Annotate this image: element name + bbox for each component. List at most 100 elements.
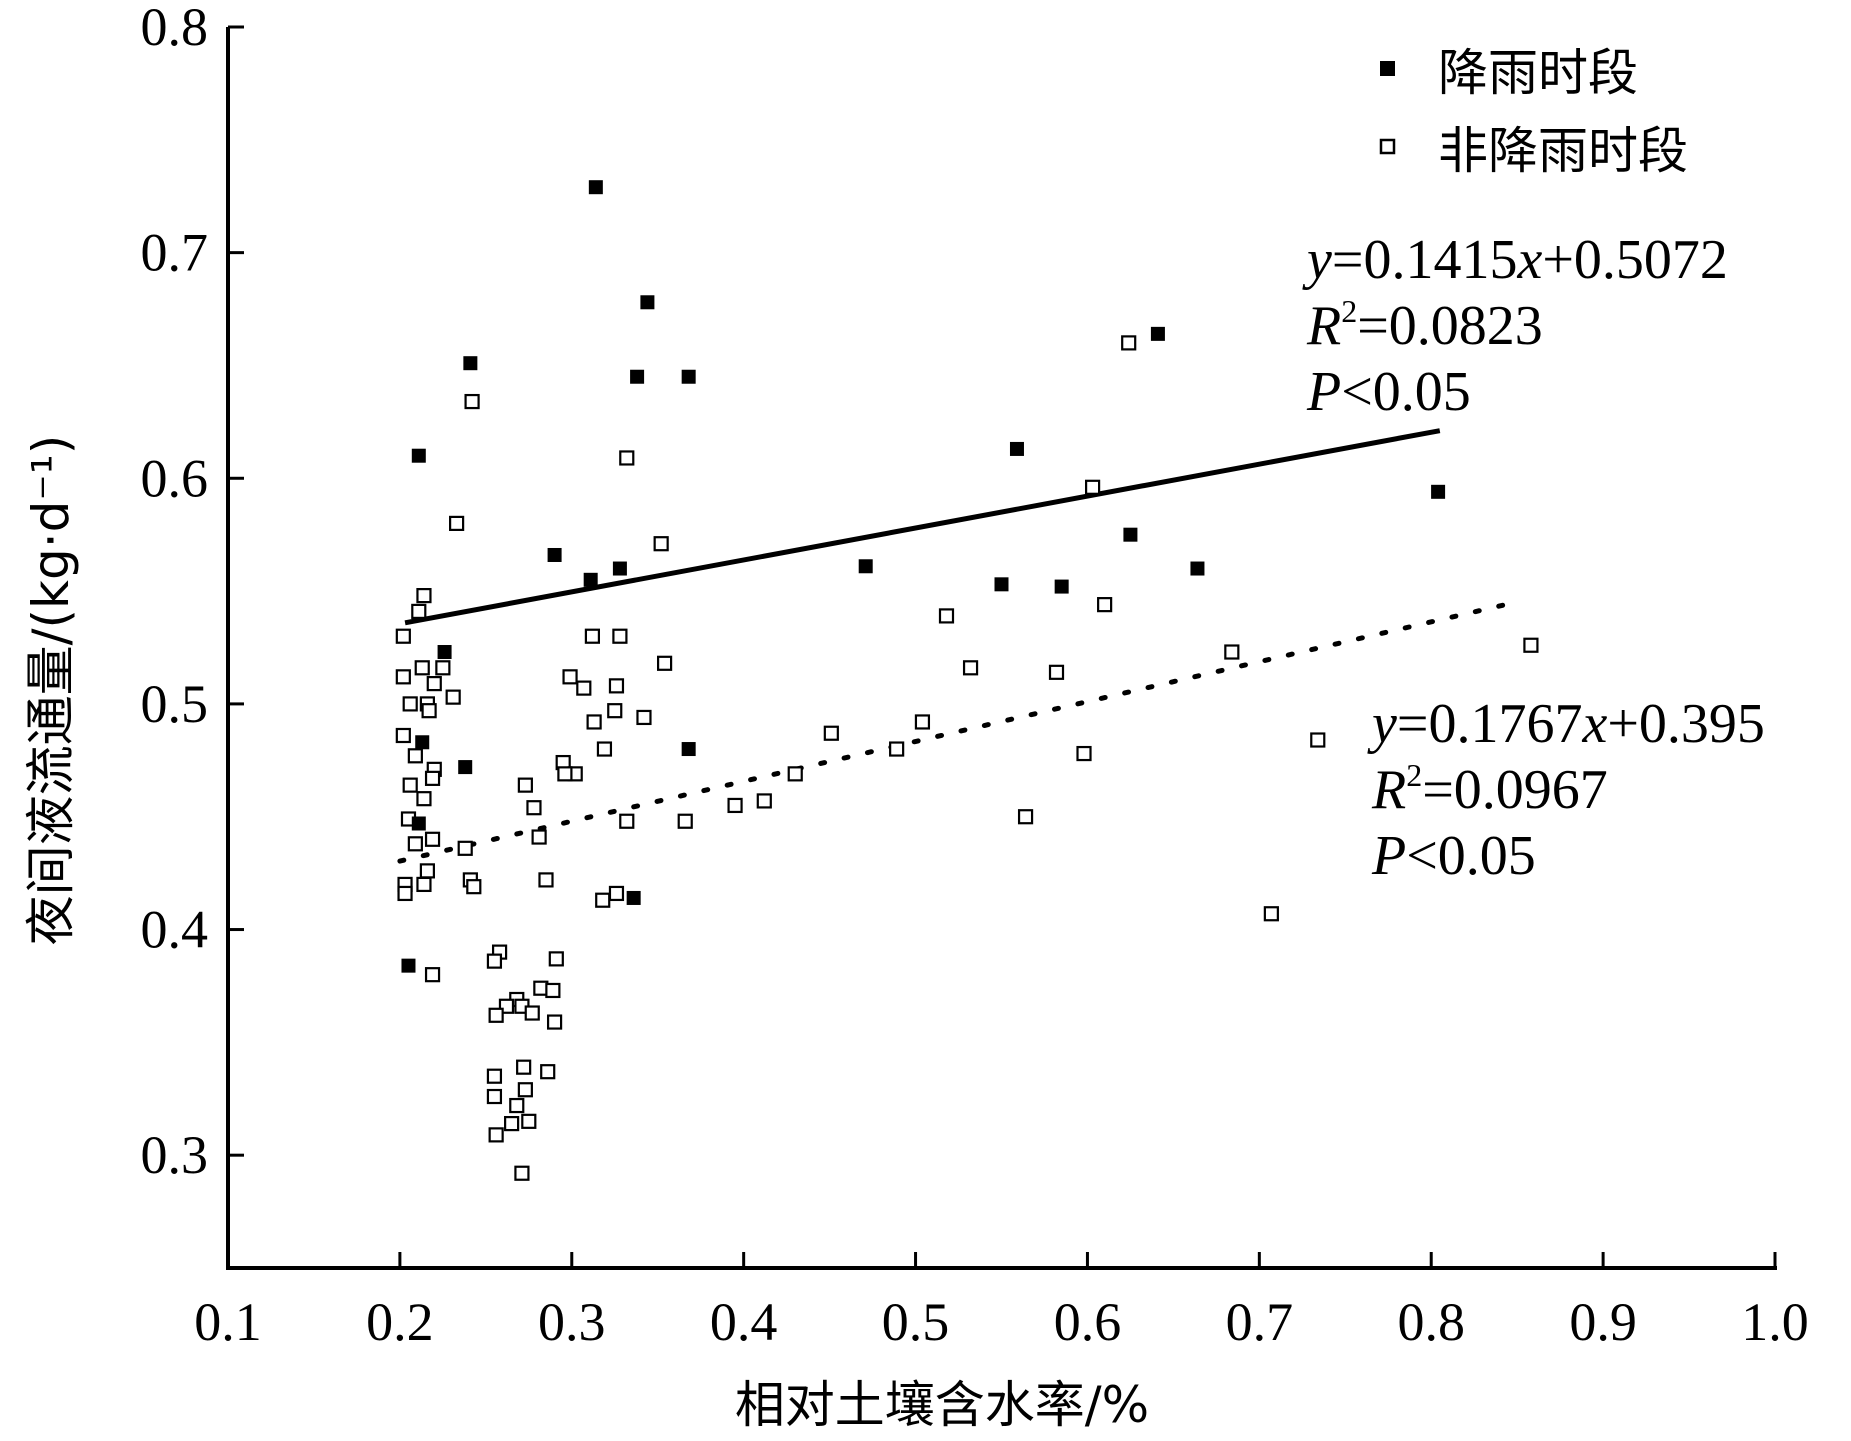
fit-annotation-rain: y=0.1415x+0.5072 R2=0.0823 P<0.05	[1302, 229, 1728, 423]
point-no-rain	[531, 829, 547, 845]
point-no-rain	[416, 876, 432, 893]
point-no-rain	[424, 770, 441, 786]
point-no-rain	[823, 725, 839, 741]
point-rain	[626, 890, 641, 905]
x-tick-label: 0.3	[538, 1292, 606, 1352]
point-no-rain	[509, 1097, 525, 1114]
point-no-rain	[596, 741, 613, 757]
x-tick-label: 1.0	[1741, 1292, 1809, 1352]
point-no-rain	[619, 813, 635, 829]
point-no-rain	[557, 766, 573, 782]
point-no-rain	[538, 872, 554, 888]
point-no-rain	[608, 678, 625, 694]
y-tick-label: 0.5	[141, 674, 209, 734]
point-no-rain	[1048, 664, 1065, 680]
point-no-rain	[546, 1014, 563, 1030]
fit-r2-rain: R2=0.0823	[1306, 293, 1543, 357]
point-no-rain	[411, 603, 427, 619]
point-rain	[1190, 561, 1205, 576]
point-no-rain	[608, 885, 625, 902]
fit-p-no-rain: P<0.05	[1371, 825, 1536, 887]
point-no-rain	[545, 982, 561, 999]
y-tick-label: 0.3	[141, 1125, 209, 1185]
point-no-rain	[407, 748, 423, 764]
point-no-rain	[1076, 745, 1092, 762]
point-no-rain	[488, 1007, 504, 1023]
y-axis-title: 夜间液流通量/(kg·d⁻¹)	[22, 435, 80, 946]
point-no-rain	[486, 953, 503, 969]
points-group	[395, 180, 1539, 1181]
point-no-rain	[1097, 597, 1113, 613]
point-no-rain	[540, 1064, 556, 1080]
point-no-rain	[548, 951, 564, 967]
point-rain	[640, 295, 655, 310]
x-tick-label: 0.2	[366, 1292, 434, 1352]
point-rain	[411, 448, 426, 463]
point-no-rain	[1523, 637, 1539, 653]
point-no-rain	[419, 863, 435, 879]
point-rain	[681, 369, 696, 384]
point-no-rain	[517, 777, 533, 793]
fit-p-rain: P<0.05	[1306, 361, 1471, 423]
point-no-rain	[424, 967, 441, 983]
legend-marker-rain	[1380, 61, 1395, 76]
point-no-rain	[395, 628, 411, 644]
fit-line-no-rain	[397, 599, 1520, 864]
point-no-rain	[1085, 479, 1101, 495]
point-no-rain	[504, 1115, 520, 1132]
point-rain	[1009, 441, 1024, 456]
point-no-rain	[517, 1082, 533, 1098]
point-no-rain	[1017, 809, 1034, 825]
point-rain	[1150, 326, 1165, 341]
point-no-rain	[395, 669, 411, 685]
x-tick-label: 0.9	[1569, 1292, 1637, 1352]
point-rain	[1054, 579, 1069, 594]
legend: 降雨时段 非降雨时段	[1379, 44, 1688, 180]
point-no-rain	[962, 660, 979, 676]
legend-label-rain: 降雨时段	[1438, 44, 1638, 102]
point-no-rain	[402, 696, 418, 712]
point-rain	[630, 369, 645, 384]
x-tick-label: 0.4	[710, 1292, 778, 1352]
point-no-rain	[526, 800, 542, 816]
point-no-rain	[756, 793, 772, 809]
point-no-rain	[914, 714, 931, 730]
point-no-rain	[656, 655, 673, 671]
point-no-rain	[1310, 732, 1326, 748]
point-no-rain	[486, 1068, 503, 1084]
point-rain	[583, 572, 598, 587]
point-no-rain	[421, 703, 437, 719]
point-no-rain	[516, 1059, 532, 1075]
legend-label-no-rain: 非降雨时段	[1438, 122, 1688, 180]
fit-line-rain	[404, 428, 1441, 626]
point-no-rain	[889, 741, 905, 757]
point-no-rain	[677, 813, 693, 829]
point-rain	[612, 561, 627, 576]
x-tick-label: 0.5	[882, 1292, 950, 1352]
point-rain	[681, 742, 696, 757]
fit-equation-no-rain: y=0.1767x+0.395	[1367, 693, 1765, 755]
fit-r2-no-rain: R2=0.0967	[1371, 757, 1608, 821]
point-no-rain	[407, 836, 423, 852]
x-axis-title: 相对土壤含水率/%	[735, 1376, 1149, 1434]
point-no-rain	[445, 689, 461, 705]
point-no-rain	[395, 727, 411, 744]
point-no-rain	[727, 797, 743, 814]
point-no-rain	[1224, 644, 1240, 660]
axes-group: 0.1 0.2 0.3 0.4 0.5 0.6 0.7 0.8 0.9 1.0 0.3 0.4 0.5 0…	[141, 0, 1809, 1352]
point-no-rain	[416, 588, 432, 604]
point-no-rain	[435, 660, 451, 676]
point-no-rain	[938, 608, 955, 624]
x-tick-label: 0.8	[1397, 1292, 1465, 1352]
point-no-rain	[488, 1127, 504, 1143]
point-no-rain	[1121, 335, 1137, 351]
point-no-rain	[787, 766, 803, 782]
point-no-rain	[414, 660, 430, 676]
point-no-rain	[466, 879, 482, 895]
trendlines-group	[397, 428, 1520, 864]
point-no-rain	[402, 777, 418, 793]
point-no-rain	[607, 703, 623, 719]
point-no-rain	[619, 450, 635, 466]
point-rain	[1431, 484, 1446, 499]
